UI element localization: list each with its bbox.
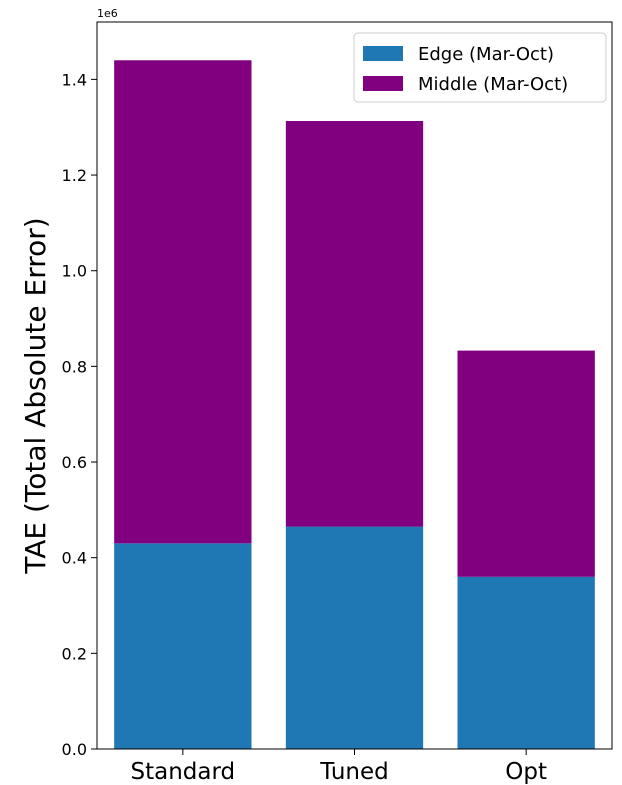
- y-tick-label: 0.4: [62, 549, 87, 568]
- y-axis-label: TAE (Total Absolute Error): [19, 217, 52, 574]
- bar-tuned-series-1: [285, 526, 424, 749]
- bar-opt-series-2: [457, 350, 595, 577]
- y-tick-label: 0.0: [62, 740, 87, 759]
- y-tick-label: 0.6: [62, 453, 87, 472]
- y-tick-label: 1.0: [62, 262, 87, 281]
- legend-swatch: [363, 76, 403, 91]
- bar-standard-series-1: [114, 543, 252, 749]
- x-axis-ticks: Standard Tuned Opt: [131, 749, 547, 785]
- y-tick-label: 1.2: [62, 166, 87, 185]
- legend-entry-label: Middle (Mar-Oct): [418, 74, 568, 95]
- bar-standard-series-2: [114, 60, 252, 544]
- y-tick-label: 0.2: [62, 644, 87, 663]
- bar-tuned-series-2: [285, 121, 424, 527]
- y-tick-label: 0.8: [62, 357, 87, 376]
- bars-layer: [114, 60, 595, 749]
- legend-entry-label: Edge (Mar-Oct): [418, 44, 554, 65]
- x-tick-label: Standard: [131, 759, 236, 785]
- y-tick-label: 1.4: [62, 70, 87, 89]
- bar-opt-series-1: [457, 576, 595, 749]
- legend-box: [353, 32, 607, 103]
- legend: Edge (Mar-Oct) Middle (Mar-Oct): [353, 32, 607, 103]
- legend-swatch: [363, 46, 403, 61]
- x-tick-label: Opt: [505, 759, 547, 785]
- y-axis-ticks: 0.0 0.2 0.4 0.6 0.8 1.0 1.2 1.4: [62, 70, 97, 759]
- x-tick-label: Tuned: [319, 759, 388, 785]
- y-axis-offset-label: 1e6: [97, 7, 118, 20]
